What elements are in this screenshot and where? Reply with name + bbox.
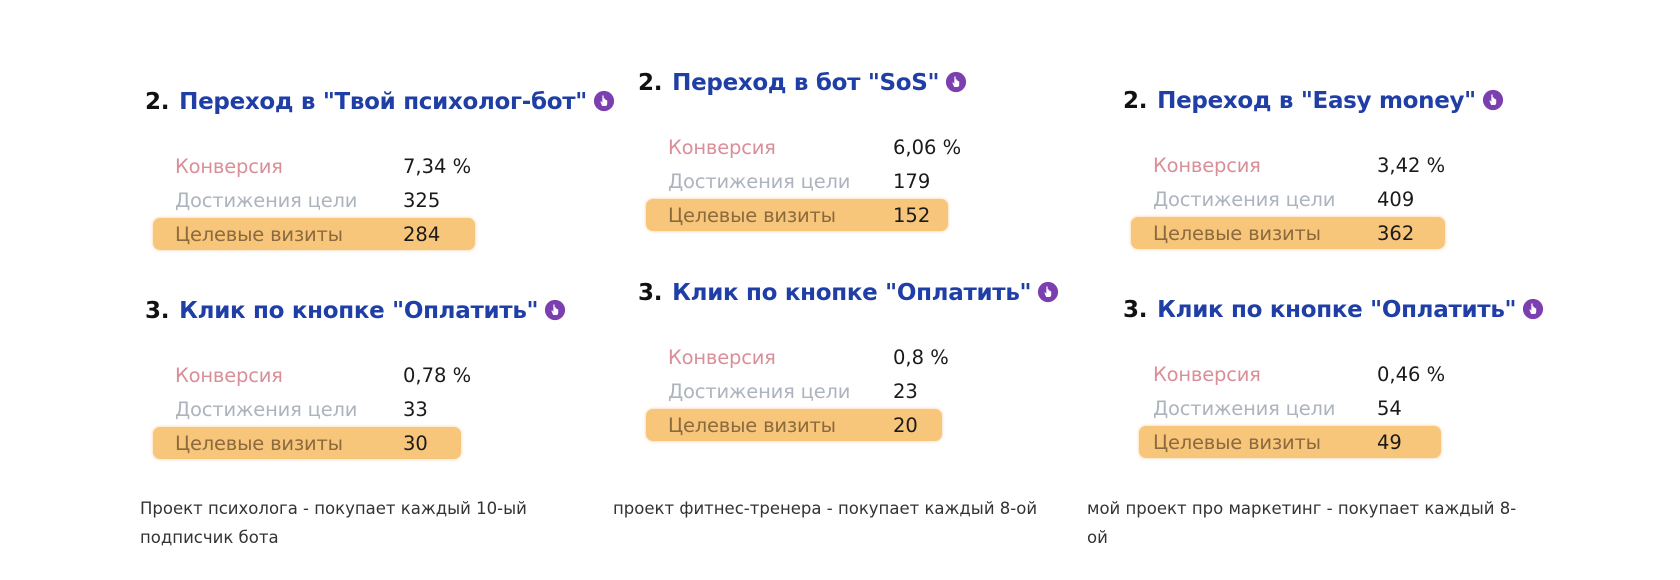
goal-number: 3. [145,298,170,324]
conversion-value: 0,78 % [403,364,472,387]
goal-name: Клик по кнопке "Оплатить" [672,280,1032,306]
conversion-label: Конверсия [668,346,776,369]
visits-value: 362 [1377,222,1415,245]
goal-number: 3. [638,280,663,306]
conversion-value: 7,34 % [403,155,472,178]
goal-number: 2. [1123,88,1148,114]
hand-pointer-icon [946,71,967,93]
conversion-label: Конверсия [1153,363,1261,386]
conversion-label: Конверсия [1153,154,1261,177]
achievements-value: 325 [403,189,441,212]
goal-title: 3. Клик по кнопке "Оплатить" [638,278,1059,308]
hand-pointer-icon [593,90,615,112]
metric-row-achievements: Достижения цели 23 [668,375,998,409]
visits-label: Целевые визиты [175,223,343,246]
visits-value: 284 [403,223,441,246]
goal-name: Клик по кнопке "Оплатить" [179,298,539,324]
goal-title: 2. Переход в бот "SoS" [638,68,967,98]
project-caption: мой проект про маркетинг - покупает кажд… [1087,499,1517,547]
achievements-value: 54 [1377,397,1402,420]
goal-name: Переход в "Твой психолог-бот" [179,89,587,115]
visits-label: Целевые визиты [1153,431,1321,454]
achievements-label: Достижения цели [1153,188,1336,211]
visits-value: 20 [893,414,918,437]
hand-pointer-icon [1038,281,1059,303]
conversion-label: Конверсия [175,364,283,387]
visits-value: 30 [403,432,428,455]
conversion-value: 0,8 % [893,346,949,369]
visits-value: 49 [1377,431,1402,454]
visits-highlight [1131,217,1445,249]
goal-number: 2. [145,89,170,115]
achievements-value: 179 [893,170,931,193]
conversion-value: 3,42 % [1377,154,1446,177]
metric-row-conversion: Конверсия 0,78 % [175,359,505,393]
goal-title: 2. Переход в "Easy money" [1123,86,1504,116]
metric-row-achievements: Достижения цели 325 [175,184,505,218]
report-column-psychologist: 2. Переход в "Твой психолог-бот" Конверси… [140,0,615,580]
conversion-label: Конверсия [175,155,283,178]
visits-label: Целевые визиты [668,414,836,437]
conversion-value: 6,06 % [893,136,962,159]
achievements-label: Достижения цели [668,170,851,193]
metric-row-achievements: Достижения цели 33 [175,393,505,427]
metric-row-conversion: Конверсия 3,42 % [1153,149,1483,183]
project-caption: Проект психолога - покупает каждый 10-ый… [140,499,527,547]
metric-row-target-visits: Целевые визиты 20 [646,409,998,443]
goal-number: 3. [1123,297,1148,323]
achievements-label: Достижения цели [668,380,851,403]
visits-value: 152 [893,204,931,227]
visits-label: Целевые визиты [1153,222,1321,245]
metric-row-conversion: Конверсия 0,8 % [668,341,998,375]
metric-row-achievements: Достижения цели 54 [1153,392,1483,426]
visits-highlight [153,218,475,250]
report-column-marketing: 2. Переход в "Easy money" Конверсия 3,42 … [1087,0,1583,580]
metric-row-target-visits: Целевые визиты 362 [1131,217,1483,251]
visits-highlight [646,199,948,231]
visits-highlight [153,427,461,459]
visits-label: Целевые визиты [668,204,836,227]
metric-row-target-visits: Целевые визиты 284 [153,218,505,252]
achievements-value: 33 [403,398,428,421]
hand-pointer-icon [1482,89,1503,111]
goal-title: 2. Переход в "Твой психолог-бот" [145,87,615,117]
visits-highlight [1139,426,1441,458]
achievements-label: Достижения цели [175,398,358,421]
achievements-value: 23 [893,380,918,403]
goal-number: 2. [638,70,663,96]
goal-title: 3. Клик по кнопке "Оплатить" [1123,295,1544,325]
metric-row-conversion: Конверсия 7,34 % [175,150,505,184]
metric-row-conversion: Конверсия 6,06 % [668,131,998,165]
hand-pointer-icon [1523,298,1544,320]
goal-name: Переход в "Easy money" [1157,88,1476,114]
metric-row-achievements: Достижения цели 179 [668,165,998,199]
project-caption: проект фитнес-тренера - покупает каждый … [613,499,1038,518]
achievements-label: Достижения цели [175,189,358,212]
achievements-value: 409 [1377,188,1415,211]
metric-row-achievements: Достижения цели 409 [1153,183,1483,217]
goal-name: Клик по кнопке "Оплатить" [1157,297,1517,323]
metric-row-target-visits: Целевые визиты 152 [646,199,998,233]
goal-title: 3. Клик по кнопке "Оплатить" [145,296,566,326]
visits-label: Целевые визиты [175,432,343,455]
metric-row-target-visits: Целевые визиты 30 [153,427,505,461]
metric-row-target-visits: Целевые визиты 49 [1139,426,1483,460]
metric-row-conversion: Конверсия 0,46 % [1153,358,1483,392]
achievements-label: Достижения цели [1153,397,1336,420]
goal-name: Переход в бот "SoS" [672,70,940,96]
hand-pointer-icon [545,299,566,321]
visits-highlight [646,409,942,441]
conversion-value: 0,46 % [1377,363,1446,386]
conversion-label: Конверсия [668,136,776,159]
report-column-fitness: 2. Переход в бот "SoS" Конверсия 6,06 % Д… [613,0,1098,580]
